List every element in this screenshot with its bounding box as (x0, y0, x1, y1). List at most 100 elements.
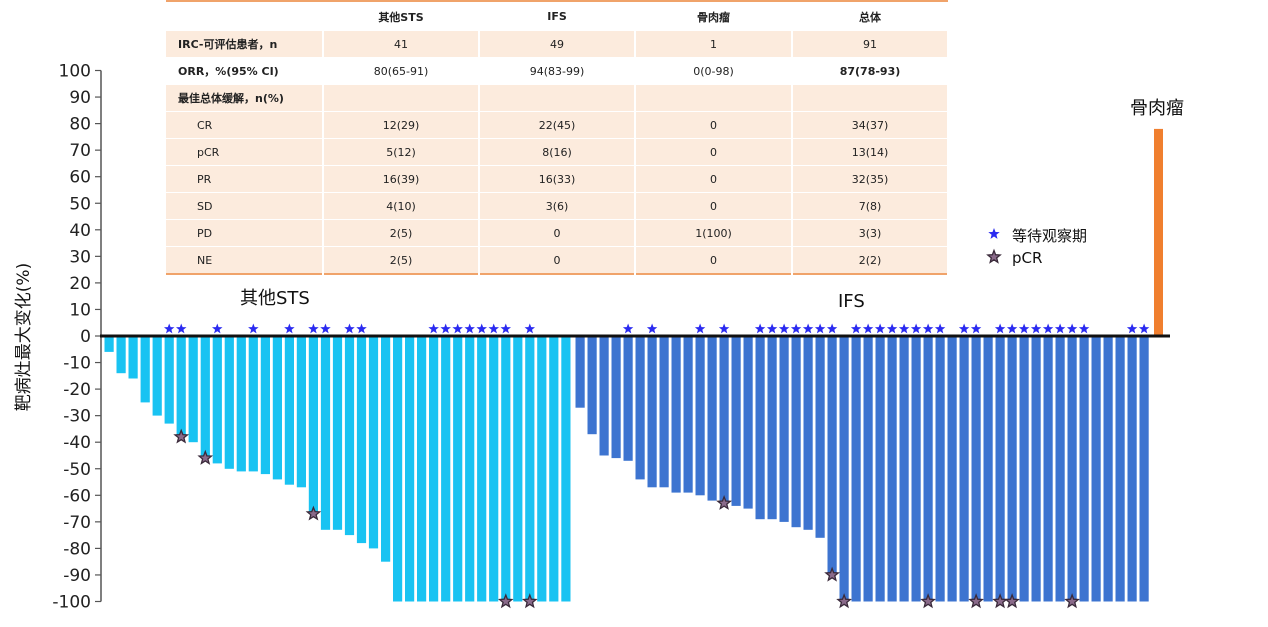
row-label: pCR (166, 138, 324, 166)
table-header-osteosarcoma: 骨肉瘤 (635, 0, 792, 31)
bar (719, 336, 729, 504)
waiting-star-icon (814, 323, 826, 334)
row-label: 最佳总体缓解，n(%) (166, 84, 324, 112)
group-label-ifs: IFS (838, 291, 865, 312)
pcr-star-icon (968, 593, 984, 609)
bar (695, 336, 705, 496)
bar (611, 336, 621, 459)
bar (344, 336, 355, 536)
table-cell: 0(0-98) (635, 57, 793, 85)
waiting-star-icon (464, 323, 475, 334)
legend-pcr-star-icon (986, 248, 1002, 264)
table-cell (323, 84, 480, 112)
table-row: PR 16(39) 16(33) 0 32(35) (166, 165, 949, 193)
bar (791, 336, 801, 528)
y-tick-label: -60 (63, 486, 91, 506)
row-label: PD (166, 219, 324, 247)
table-cell: 3(6) (479, 192, 636, 220)
bar (1007, 336, 1017, 602)
bar (575, 336, 585, 408)
waiting-star-icon (970, 323, 982, 334)
bar (707, 336, 717, 501)
waiting-star-icon (284, 323, 295, 334)
pcr-star-icon (1004, 593, 1020, 609)
bar (104, 336, 114, 352)
y-axis-label: 靶病灶最大变化(%) (14, 263, 34, 411)
pcr-star-icon (521, 593, 538, 609)
bar (453, 336, 463, 602)
y-tick-label: 40 (69, 221, 91, 241)
legend-waiting-label: 等待观察期 (1012, 227, 1087, 245)
bar (731, 336, 741, 506)
table-cell: 91 (792, 31, 949, 58)
bar (659, 336, 669, 488)
bar (477, 336, 487, 602)
waiting-star-icon (488, 323, 499, 334)
bar (959, 336, 969, 602)
waiting-star-icon (1066, 323, 1078, 334)
table-cell: 2(5) (323, 219, 480, 247)
table-cell: 1 (635, 31, 793, 58)
table-cell (792, 84, 949, 112)
y-tick-label: -100 (52, 593, 91, 613)
bar (599, 336, 609, 456)
bar (743, 336, 753, 509)
y-tick-label: -10 (63, 354, 91, 374)
bar (911, 336, 921, 602)
bar (887, 336, 897, 602)
table-cell: 34(37) (792, 111, 949, 139)
bar (224, 336, 234, 469)
bar (647, 336, 657, 488)
bar (248, 336, 258, 472)
waiting-star-icon (922, 323, 934, 334)
bar (441, 336, 451, 602)
table-cell: 49 (479, 31, 636, 58)
bar-series (104, 128, 1163, 602)
waiting-star-icon (356, 323, 367, 334)
bar (308, 336, 318, 514)
bar (683, 336, 693, 493)
table-cell (479, 84, 636, 112)
bar (465, 336, 475, 602)
table-cell: 0 (635, 165, 793, 193)
table-cell (635, 84, 793, 112)
row-label: NE (166, 246, 324, 275)
bar (296, 336, 306, 488)
table-cell: 41 (323, 31, 480, 58)
table-cell: 0 (479, 219, 636, 247)
bar (1067, 336, 1077, 602)
table-cell: 13(14) (792, 138, 949, 166)
y-tick-label: -70 (63, 513, 91, 533)
waiting-star-icon (524, 323, 535, 334)
bar (368, 336, 379, 549)
waiting-star-icon (500, 323, 511, 334)
table-header-corner (166, 0, 323, 31)
y-tick-label: 20 (69, 274, 91, 294)
table-cell: 22(45) (479, 111, 636, 139)
y-tick-label: -50 (63, 460, 91, 480)
bar (320, 336, 331, 530)
table-cell: 16(39) (323, 165, 480, 193)
bar (983, 336, 993, 602)
y-tick-label: -90 (63, 566, 91, 586)
bar (767, 336, 777, 520)
waiting-star-icon (766, 323, 778, 334)
table-cell: 0 (479, 246, 636, 275)
y-tick-label: 80 (69, 115, 91, 135)
y-tick-label: 70 (69, 141, 91, 161)
bar (393, 336, 403, 602)
table-row: SD 4(10) 3(6) 0 7(8) (166, 192, 949, 220)
bar (236, 336, 246, 472)
waiting-star-icon (176, 323, 187, 334)
waiting-star-icon (476, 323, 487, 334)
waiting-star-icon (898, 323, 910, 334)
waiting-star-icon (718, 323, 730, 334)
table-row: ORR，%(95% CI) 80(65-91) 94(83-99) 0(0-98… (166, 57, 949, 85)
bar (356, 336, 367, 544)
bar (923, 336, 933, 602)
bar (1031, 336, 1041, 602)
table-cell: 87(78-93) (792, 57, 949, 85)
table-cell: 2(5) (323, 246, 480, 275)
table-row: NE 2(5) 0 0 2(2) (166, 246, 949, 275)
table-cell: 3(3) (792, 219, 949, 247)
